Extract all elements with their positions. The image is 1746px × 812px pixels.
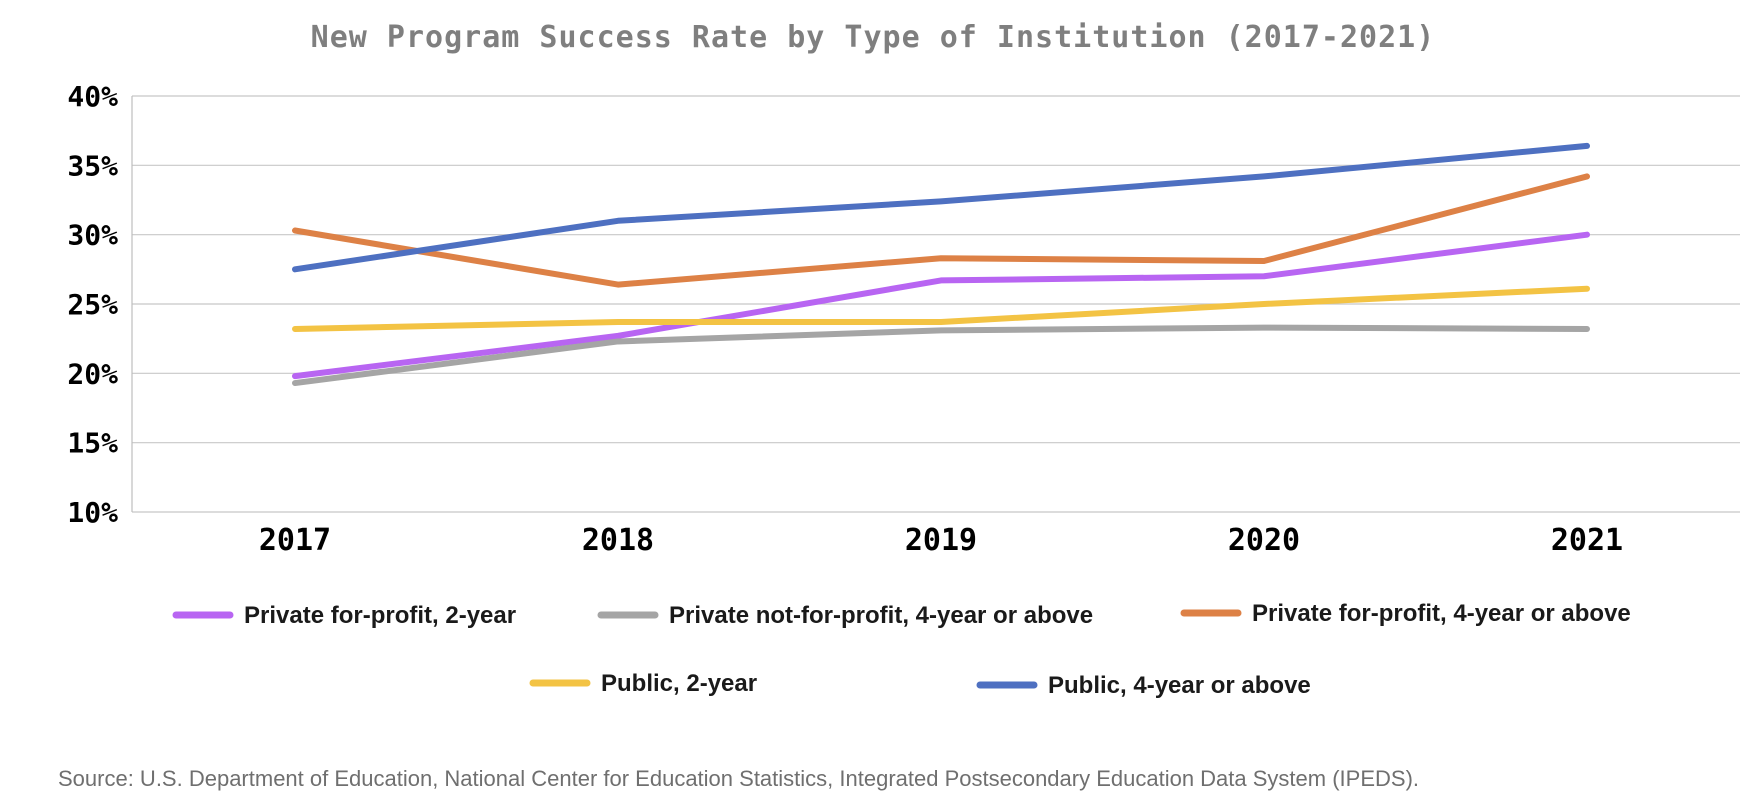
source-note: Source: U.S. Department of Education, Na… [58, 766, 1420, 791]
y-tick-label: 40% [67, 80, 118, 113]
series-lines [292, 142, 1590, 387]
y-tick-label: 35% [67, 149, 118, 182]
y-tick-label: 25% [67, 288, 118, 321]
legend-item-2: Private for-profit, 4-year or above [1180, 600, 1631, 627]
series-line-0 [292, 231, 1590, 380]
legend-item-0: Private for-profit, 2-year [172, 602, 516, 629]
x-tick-label: 2018 [582, 523, 654, 558]
x-tick-label: 2021 [1551, 523, 1623, 558]
gridlines [132, 95, 1740, 513]
axes: 10% 15% 20% 25% 30% 35% 40% 2017 2018 2019 2020 202… [67, 80, 1623, 558]
legend-item-4: Public, 4-year or above [976, 672, 1311, 699]
legend-label: Public, 4-year or above [1048, 672, 1311, 699]
y-tick-label: 15% [67, 427, 118, 460]
x-tick-label: 2017 [259, 523, 331, 558]
legend-label: Private for-profit, 2-year [244, 602, 516, 629]
chart-title: New Program Success Rate by Type of Inst… [310, 20, 1436, 55]
series-line-2 [292, 173, 1590, 288]
legend-label: Private not-for-profit, 4-year or above [669, 602, 1093, 629]
x-tick-label: 2020 [1228, 523, 1300, 558]
legend-item-1: Private not-for-profit, 4-year or above [597, 602, 1093, 629]
legend-item-3: Public, 2-year [529, 670, 757, 697]
series-line-3 [292, 285, 1590, 332]
y-tick-label: 20% [67, 357, 118, 390]
x-tick-label: 2019 [905, 523, 977, 558]
legend: Private for-profit, 2-year Private not-fo… [172, 600, 1631, 699]
y-tick-label: 30% [67, 219, 118, 252]
series-line-1 [292, 324, 1590, 387]
series-line-4 [292, 142, 1590, 273]
y-tick-label: 10% [67, 496, 118, 529]
legend-label: Public, 2-year [601, 670, 757, 697]
legend-label: Private for-profit, 4-year or above [1252, 600, 1631, 627]
